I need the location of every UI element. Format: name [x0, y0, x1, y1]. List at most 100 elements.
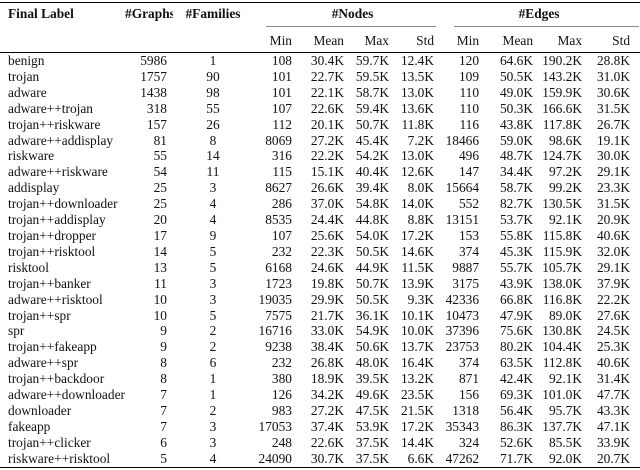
- group-header-edges: #Edges: [518, 5, 560, 21]
- cell-edges-std: 31.0K: [596, 68, 631, 84]
- cell-edges-max: 166.6K: [542, 100, 583, 116]
- cell-edges-max: 92.1K: [548, 371, 583, 387]
- cell-nodes-std: 17.2K: [400, 418, 435, 434]
- group-header-nodes: #Nodes: [331, 5, 374, 21]
- cell-edges-std: 27.6K: [596, 307, 631, 323]
- cell-final-label: trojan++backdoor: [8, 371, 105, 387]
- cell-nodes-min: 8535: [265, 212, 292, 228]
- cell-families: 98: [206, 84, 220, 100]
- cell-nodes-min: 248: [271, 434, 292, 450]
- cell-nodes-max: 50.7K: [355, 116, 389, 132]
- cell-nodes-max: 40.4K: [355, 164, 389, 180]
- cell-graphs: 25: [153, 180, 167, 196]
- cell-edges-mean: 64.6K: [499, 53, 534, 68]
- subheader-edges-mean: Mean: [483, 29, 538, 53]
- cell-nodes-mean: 30.4K: [310, 53, 344, 68]
- cell-nodes-max: 50.5K: [355, 291, 389, 307]
- table-body: benign 5986 1 108 30.4K 59.7K 12.4K 120 …: [0, 53, 640, 468]
- cell-nodes-min: 8627: [265, 180, 292, 196]
- cell-nodes-max: 37.5K: [355, 450, 389, 466]
- cell-final-label: addisplay: [8, 180, 60, 196]
- cell-edges-mean: 48.7K: [499, 148, 534, 164]
- cell-edges-min: 35343: [445, 418, 480, 434]
- cell-edges-min: 10473: [445, 307, 480, 323]
- table-row: trojan++spr 10 5 7575 21.7K 36.1K 10.1K …: [0, 308, 640, 324]
- cell-families: 3: [209, 434, 217, 450]
- cell-families: 6: [209, 355, 217, 371]
- cell-nodes-std: 13.7K: [400, 339, 435, 355]
- cell-edges-mean: 42.4K: [499, 371, 534, 387]
- cell-edges-min: 156: [458, 387, 480, 403]
- cell-graphs: 318: [146, 100, 167, 116]
- cell-edges-mean: 34.4K: [499, 164, 534, 180]
- cell-edges-mean: 58.7K: [499, 180, 534, 196]
- subheader-empty-label: [0, 29, 125, 53]
- cell-nodes-min: 380: [271, 371, 292, 387]
- cell-edges-max: 130.8K: [542, 323, 583, 339]
- cell-edges-std: 30.0K: [596, 148, 631, 164]
- cell-edges-min: 110: [459, 84, 480, 100]
- cell-graphs: 6: [160, 434, 167, 450]
- cell-final-label: trojan++dropper: [8, 227, 96, 243]
- cell-nodes-min: 101: [271, 68, 292, 84]
- cell-graphs: 7: [160, 387, 167, 403]
- cell-nodes-min: 7575: [265, 307, 292, 323]
- cell-edges-mean: 53.7K: [499, 212, 534, 228]
- cell-edges-std: 19.1K: [596, 132, 631, 148]
- cell-final-label: spr: [8, 323, 25, 339]
- cell-edges-mean: 43.9K: [499, 275, 534, 291]
- table-row: trojan++fakeapp 9 2 9238 38.4K 50.6K 13.…: [0, 339, 640, 355]
- cell-families: 2: [209, 323, 217, 339]
- cell-families: 90: [206, 68, 220, 84]
- cell-final-label: adware: [8, 84, 47, 100]
- cell-edges-mean: 52.6K: [499, 434, 534, 450]
- subheader-row: Min Mean Max Std Min Mean Max Std: [0, 29, 640, 53]
- cell-nodes-mean: 26.8K: [310, 355, 344, 371]
- cell-edges-min: 1318: [452, 402, 480, 418]
- cell-final-label: adware++riskware: [8, 164, 108, 180]
- cell-edges-max: 105.7K: [542, 259, 583, 275]
- cell-edges-max: 101.0K: [542, 387, 583, 403]
- cell-nodes-std: 7.2K: [407, 132, 435, 148]
- subheader-nodes-mean: Mean: [296, 29, 348, 53]
- cell-graphs: 7: [160, 418, 167, 434]
- cell-final-label: trojan++addisplay: [8, 212, 106, 228]
- cell-final-label: trojan++risktool: [8, 243, 96, 259]
- cell-edges-std: 23.3K: [596, 180, 631, 196]
- cell-edges-max: 99.2K: [548, 180, 583, 196]
- cell-nodes-std: 16.4K: [400, 355, 435, 371]
- cell-nodes-mean: 22.1K: [310, 84, 344, 100]
- cell-nodes-mean: 22.7K: [310, 68, 344, 84]
- cell-graphs: 11: [154, 275, 167, 291]
- cell-nodes-mean: 29.9K: [310, 291, 344, 307]
- cell-final-label: fakeapp: [8, 418, 51, 434]
- cell-graphs: 1757: [140, 68, 167, 84]
- cell-edges-mean: 43.8K: [499, 116, 534, 132]
- table-row: trojan++riskware 157 26 112 20.1K 50.7K …: [0, 117, 640, 133]
- cell-families: 3: [209, 418, 217, 434]
- cell-edges-std: 29.1K: [596, 164, 631, 180]
- cell-edges-max: 130.5K: [542, 196, 583, 212]
- cell-edges-mean: 55.8K: [499, 227, 534, 243]
- cell-families: 9: [209, 227, 217, 243]
- cell-nodes-mean: 37.4K: [310, 418, 344, 434]
- cell-edges-min: 3175: [452, 275, 480, 291]
- cell-families: 5: [209, 243, 217, 259]
- cell-nodes-mean: 33.0K: [310, 323, 344, 339]
- cell-edges-min: 374: [458, 355, 480, 371]
- cell-nodes-max: 59.7K: [355, 53, 389, 68]
- cell-edges-mean: 75.6K: [499, 323, 534, 339]
- table-row: addisplay 25 3 8627 26.6K 39.4K 8.0K 156…: [0, 180, 640, 196]
- cell-edges-min: 109: [458, 68, 480, 84]
- cell-families: 4: [209, 212, 217, 228]
- cell-nodes-max: 59.4K: [355, 100, 389, 116]
- table-row: adware++risktool 10 3 19035 29.9K 50.5K …: [0, 292, 640, 308]
- cell-nodes-mean: 30.7K: [310, 450, 344, 466]
- cell-graphs: 5986: [140, 53, 167, 68]
- cell-edges-max: 115.8K: [542, 227, 583, 243]
- cell-edges-min: 23753: [445, 339, 480, 355]
- cell-edges-max: 92.1K: [548, 212, 583, 228]
- cell-edges-std: 33.9K: [596, 434, 631, 450]
- cell-edges-std: 30.6K: [596, 84, 631, 100]
- cell-edges-mean: 56.4K: [499, 402, 534, 418]
